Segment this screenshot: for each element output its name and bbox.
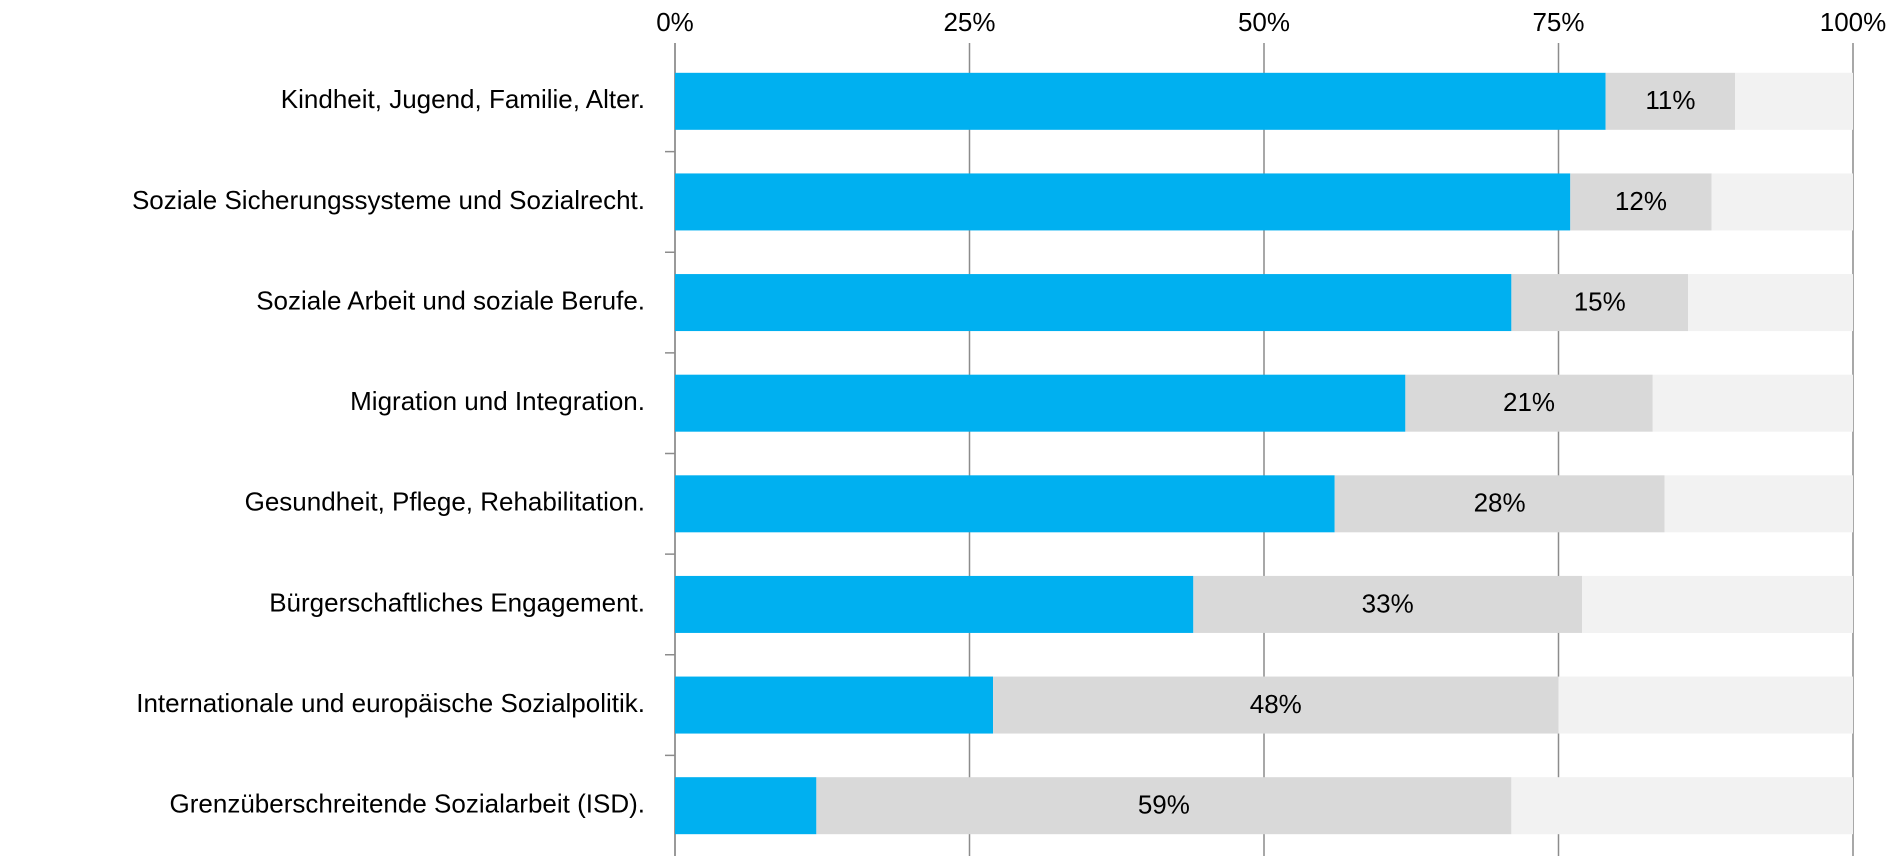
x-tick-label: 100% <box>1820 7 1887 37</box>
bar-segment <box>1558 676 1853 734</box>
bar-segment <box>1664 475 1853 533</box>
bar-segment <box>993 676 1559 734</box>
bar-segment <box>1511 777 1853 835</box>
y-tick-label: Soziale Arbeit und soziale Berufe. <box>256 285 645 315</box>
value-label: 59% <box>1138 790 1190 820</box>
bar-segment <box>675 475 1335 533</box>
x-tick-label: 0% <box>656 7 694 37</box>
bar-segment <box>675 575 1194 633</box>
value-label: 48% <box>1250 689 1302 719</box>
y-tick-label: Grenzüberschreitende Sozialarbeit (ISD). <box>170 789 645 819</box>
bar-segment <box>1652 374 1853 432</box>
x-tick-label: 25% <box>943 7 995 37</box>
y-tick-label: Gesundheit, Pflege, Rehabilitation. <box>245 487 645 517</box>
bar-segment <box>675 72 1606 130</box>
y-tick-label: Kindheit, Jugend, Familie, Alter. <box>281 84 645 114</box>
bar-segment <box>1193 575 1583 633</box>
bar-segment <box>1605 72 1736 130</box>
value-label: 11% <box>1645 85 1695 115</box>
x-tick-label: 50% <box>1238 7 1290 37</box>
bar-segment <box>1405 374 1653 432</box>
bar-segment <box>675 173 1571 231</box>
y-tick-label: Internationale und europäische Sozialpol… <box>136 688 645 718</box>
bar-segment <box>1711 173 1853 231</box>
bar-segment <box>675 676 994 734</box>
bar-segment <box>675 274 1512 332</box>
bar-segment <box>1582 575 1853 633</box>
value-label: 12% <box>1615 186 1667 216</box>
value-label: 21% <box>1503 387 1555 417</box>
y-tick-label: Soziale Sicherungssysteme und Sozialrech… <box>132 185 645 215</box>
bars <box>675 72 1853 835</box>
bar-segment <box>675 374 1406 432</box>
value-label: 28% <box>1474 488 1526 518</box>
bar-segment <box>1511 274 1689 332</box>
bar-segment <box>816 777 1512 835</box>
bar-segment <box>1688 274 1853 332</box>
x-tick-label: 75% <box>1532 7 1584 37</box>
y-tick-label: Bürgerschaftliches Engagement. <box>269 587 645 617</box>
y-tick-label: Migration und Integration. <box>350 386 645 416</box>
grid <box>665 43 1854 856</box>
labels: 0% 25% 50% 75% 100% Kindheit, Jugend, Familie… <box>132 7 1886 820</box>
value-label: 33% <box>1362 588 1414 618</box>
bar-segment <box>1735 72 1853 130</box>
value-label: 15% <box>1574 286 1626 316</box>
bar-segment <box>675 777 817 835</box>
bar-segment <box>1334 475 1665 533</box>
bar-segment <box>1570 173 1712 231</box>
